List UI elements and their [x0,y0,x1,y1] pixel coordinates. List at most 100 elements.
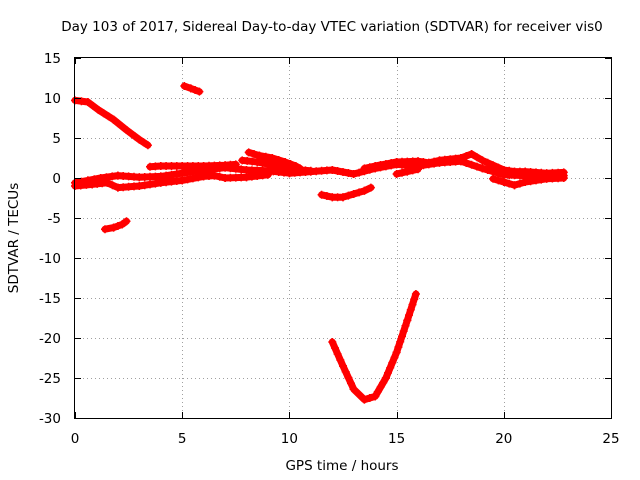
data-point-marker [405,311,413,320]
data-point-marker [341,367,350,376]
data-point-marker [381,160,390,168]
data-point-marker [401,321,410,330]
x-tick-label: 5 [178,431,187,447]
x-tick-label: 15 [388,431,405,447]
data-point-marker [360,186,369,195]
data-point-marker [403,167,412,176]
y-tick-label: 15 [44,51,61,67]
data-point-marker [244,148,253,157]
data-point-marker [210,171,219,180]
data-point-marker [118,220,127,229]
y-tick-label: 5 [52,131,61,147]
data-point-marker [386,363,395,372]
data-point-marker [489,174,498,183]
data-point-marker [194,173,203,182]
data-point-marker [398,168,406,177]
data-point-marker [264,160,272,168]
data-point-marker [328,166,337,174]
y-tick-label: -15 [39,291,61,307]
series-arc-2 [180,82,204,96]
data-point-marker [392,348,401,357]
data-point-marker [113,119,122,128]
data-point-marker [103,178,112,187]
data-point-marker [180,82,189,90]
data-point-marker [328,338,337,346]
data-point-marker [505,166,514,175]
data-point-marker [306,166,315,175]
data-point-marker [122,217,131,226]
data-point-marker [178,176,187,185]
data-point-marker [424,158,433,167]
data-point-marker [478,164,487,173]
data-point-marker [83,98,92,106]
y-axis-label: SDTVAR / TECUs [6,183,22,293]
data-point-marker [195,87,204,96]
data-point-marker [253,158,262,166]
data-point-marker [344,169,353,177]
series-arc-13 [328,290,420,404]
data-point-marker [264,170,272,179]
series-arc-1 [71,96,152,150]
data-point-marker [143,141,152,150]
data-point-marker [521,178,530,186]
data-point-marker [349,385,358,394]
data-point-marker [371,162,380,170]
data-point-marker [360,395,369,404]
data-point-marker [344,373,353,382]
data-point-marker [108,172,117,181]
data-point-marker [392,170,401,178]
data-point-marker [101,225,109,234]
data-point-marker [151,179,160,188]
x-tick-label: 25 [602,431,619,447]
data-point-marker [360,164,369,173]
series-arc-11 [317,183,375,202]
data-point-marker [473,162,481,171]
series-arc-3 [101,217,131,234]
data-point-marker [108,181,117,190]
data-point-marker [537,175,546,184]
data-point-marker [462,159,471,167]
series-arc-12 [489,174,568,190]
data-point-marker [188,174,197,183]
data-point-marker [483,158,492,167]
data-point-marker [285,164,294,173]
data-point-marker [349,190,358,198]
data-point-marker [483,166,492,174]
data-point-marker [489,161,498,170]
data-point-marker [135,135,144,144]
x-tick-labels: 0 5 10 15 20 25 [71,431,620,447]
data-point-marker [505,179,514,188]
data-point-marker [494,163,503,172]
data-point-marker [339,362,347,370]
data-point-marker [339,168,347,176]
data-point-marker [215,172,224,181]
data-point-marker [140,181,149,190]
data-point-marker [135,182,144,190]
data-point-marker [399,327,408,336]
data-point-marker [113,222,122,230]
data-point-marker [104,112,113,121]
data-point-marker [349,170,358,178]
data-point-marker [526,177,535,186]
data-point-marker [261,152,270,161]
y-tick-label: 10 [44,91,61,107]
series-arc-5 [71,170,272,192]
axis-ticks [75,58,612,419]
data-point-marker [109,115,118,124]
data-point-marker [381,374,390,382]
series-arc-9 [360,150,568,178]
data-point-marker [269,161,278,169]
data-point-marker [532,176,540,185]
data-point-marker [268,154,277,162]
data-point-marker [186,84,195,93]
data-point-marker [77,97,86,106]
data-point-marker [376,383,385,392]
chart-title: Day 103 of 2017, Sidereal Day-to-day VTE… [61,19,603,35]
data-point-marker [344,191,353,200]
data-point-marker [139,138,148,147]
data-point-marker [403,316,412,325]
data-point-marker [494,176,503,185]
data-point-marker [146,180,154,189]
data-series-group [71,82,568,404]
